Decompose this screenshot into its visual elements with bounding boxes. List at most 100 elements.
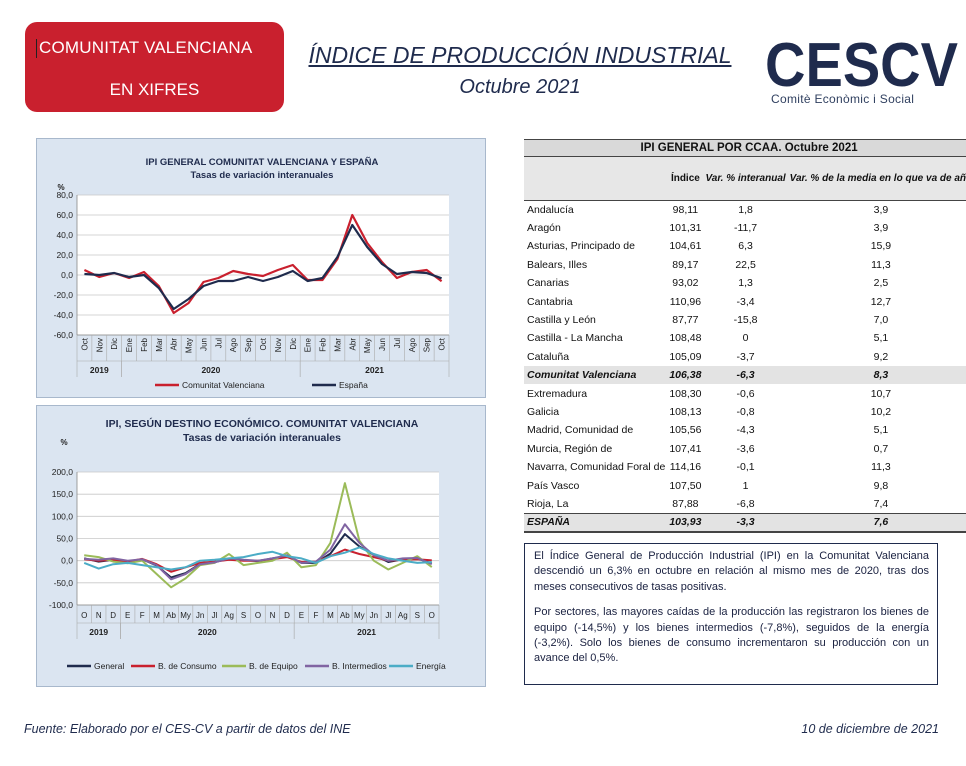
x-tick-label: Nov [274,338,283,352]
y-tick-label: 50,0 [56,534,73,544]
chart-ipi-destino: IPI, SEGÚN DESTINO ECONÓMICO. COMUNITAT … [49,417,446,671]
table-value: -15,8 [733,314,758,327]
x-tick-label: Dic [289,338,298,350]
x-tick-label: F [313,611,318,620]
x-tick-label: M [153,611,160,620]
table-value: -3,7 [736,350,755,363]
table-value: 1 [742,479,749,492]
x-tick-label: E [299,611,304,620]
region-name: Aragón [527,222,561,235]
series-line [83,546,432,571]
table-header-cell: Var. % de la media en lo que va de año [787,156,966,201]
footer-date: 10 de diciembre de 2021 [801,722,939,736]
y-tick-label: 100,0 [52,511,74,521]
region-name: Navarra, Comunidad Foral de [527,461,666,474]
table-row: Balears, Illes 89,17 22,5 11,3 [524,256,966,274]
table-row: Canarias 93,02 1,3 2,5 [524,274,966,292]
year-label: 2019 [90,365,109,375]
legend-label: B. de Consumo [158,661,217,671]
x-tick-label: Oct [80,337,89,350]
table-row: Asturias, Principado de 104,61 6,3 15,9 [524,237,966,255]
table-value: 8,3 [787,366,966,385]
chart-subtitle: Tasas de variación interanuales [183,432,341,444]
table-value: 101,31 [669,222,702,235]
y-tick-label: 40,0 [56,230,73,240]
x-tick-label: N [96,611,102,620]
table-row: Murcia, Región de 107,41 -3,6 0,7 [524,440,966,458]
x-tick-label: N [270,611,276,620]
table-value: 114,16 [669,461,702,474]
chart-title: IPI GENERAL COMUNITAT VALENCIANA Y ESPAÑ… [146,157,379,168]
x-tick-label: Jul [214,338,223,348]
x-tick-label: Feb [140,337,149,351]
table-value: 10,7 [870,387,892,400]
table-value: -6,8 [736,497,755,510]
x-tick-label: Oct [438,337,447,350]
logo-wordmark: CESCV [765,31,958,100]
series-line [84,523,433,581]
region-name: Balears, Illes [527,258,588,271]
table-title-row: IPI GENERAL POR CCAA. Octubre 2021 [524,139,966,157]
table-row: Navarra, Comunidad Foral de 114,16 -0,1 11,… [524,458,966,476]
x-tick-label: Ene [304,337,313,352]
x-tick-label: Ab [340,611,350,620]
ccaa-table: IPI GENERAL POR CCAA. Octubre 2021 Índice… [524,139,966,533]
x-tick-label: Jun [199,338,208,351]
table-value: 93,02 [672,277,699,290]
table-value: 9,2 [873,350,889,363]
x-tick-label: Jul [393,338,402,348]
x-tick-label: D [284,611,290,620]
table-value: 10,2 [870,405,892,418]
y-tick-label: -20,0 [54,290,74,300]
table-header-row: Índice Var. % interanual Var. % de la medi… [524,156,966,201]
x-tick-label: Jl [212,611,218,620]
legend-label: Energía [416,661,446,671]
x-tick-label: F [140,611,145,620]
y-unit-label: % [57,183,64,192]
y-tick-label: 60,0 [56,210,73,220]
region-name: ESPAÑA [524,512,668,533]
table-value: 108,48 [669,332,702,345]
year-label: 2021 [365,365,384,375]
x-tick-label: Ene [125,337,134,352]
ces-cv-logo: CESCV [765,31,958,100]
x-tick-label: Ag [224,611,234,620]
x-tick-label: Ago [408,337,417,352]
y-tick-label: -60,0 [54,330,74,340]
table-row: Aragón 101,31 -11,7 3,9 [524,219,966,237]
x-tick-label: Dic [110,338,119,350]
table-value: 5,1 [873,332,889,345]
table-value: 11,3 [871,258,891,271]
x-tick-label: Ag [398,611,408,620]
x-tick-label: S [415,611,420,620]
legend-label: España [339,380,368,390]
table-row: País Vasco 107,50 1 9,8 [524,476,966,494]
table-row: Galicia 108,13 -0,8 10,2 [524,403,966,421]
table-value: 15,9 [870,240,892,253]
legend-label: Comunitat Valenciana [182,380,265,390]
table-row: Andalucía 98,11 1,8 3,9 [524,201,966,219]
legend-label: General [94,661,124,671]
table-value: 108,13 [669,405,702,418]
region-name: Extremadura [527,387,588,400]
table-value: -6,3 [703,366,788,385]
table-value: -3,4 [736,295,755,308]
year-label: 2020 [201,365,220,375]
region-name: Rioja, La [527,497,569,510]
table-value: 108,30 [669,387,702,400]
table-value: -0,1 [736,461,755,474]
table-value: -11,7 [733,222,758,235]
region-name: Cataluña [527,350,570,363]
region-name: Madrid, Comunidad de [527,424,634,437]
table-value: -0,6 [736,387,755,400]
region-name: Castilla y León [527,314,596,327]
x-tick-label: Feb [319,337,328,351]
x-tick-label: O [429,611,435,620]
x-tick-label: Sep [244,337,253,352]
region-name: Comunitat Valenciana [524,366,668,385]
region-name: Canarias [527,277,570,290]
region-name: Asturias, Principado de [527,240,635,253]
series-line [84,223,442,311]
x-tick-label: Jn [196,611,204,620]
table-value: 1,3 [738,277,753,290]
